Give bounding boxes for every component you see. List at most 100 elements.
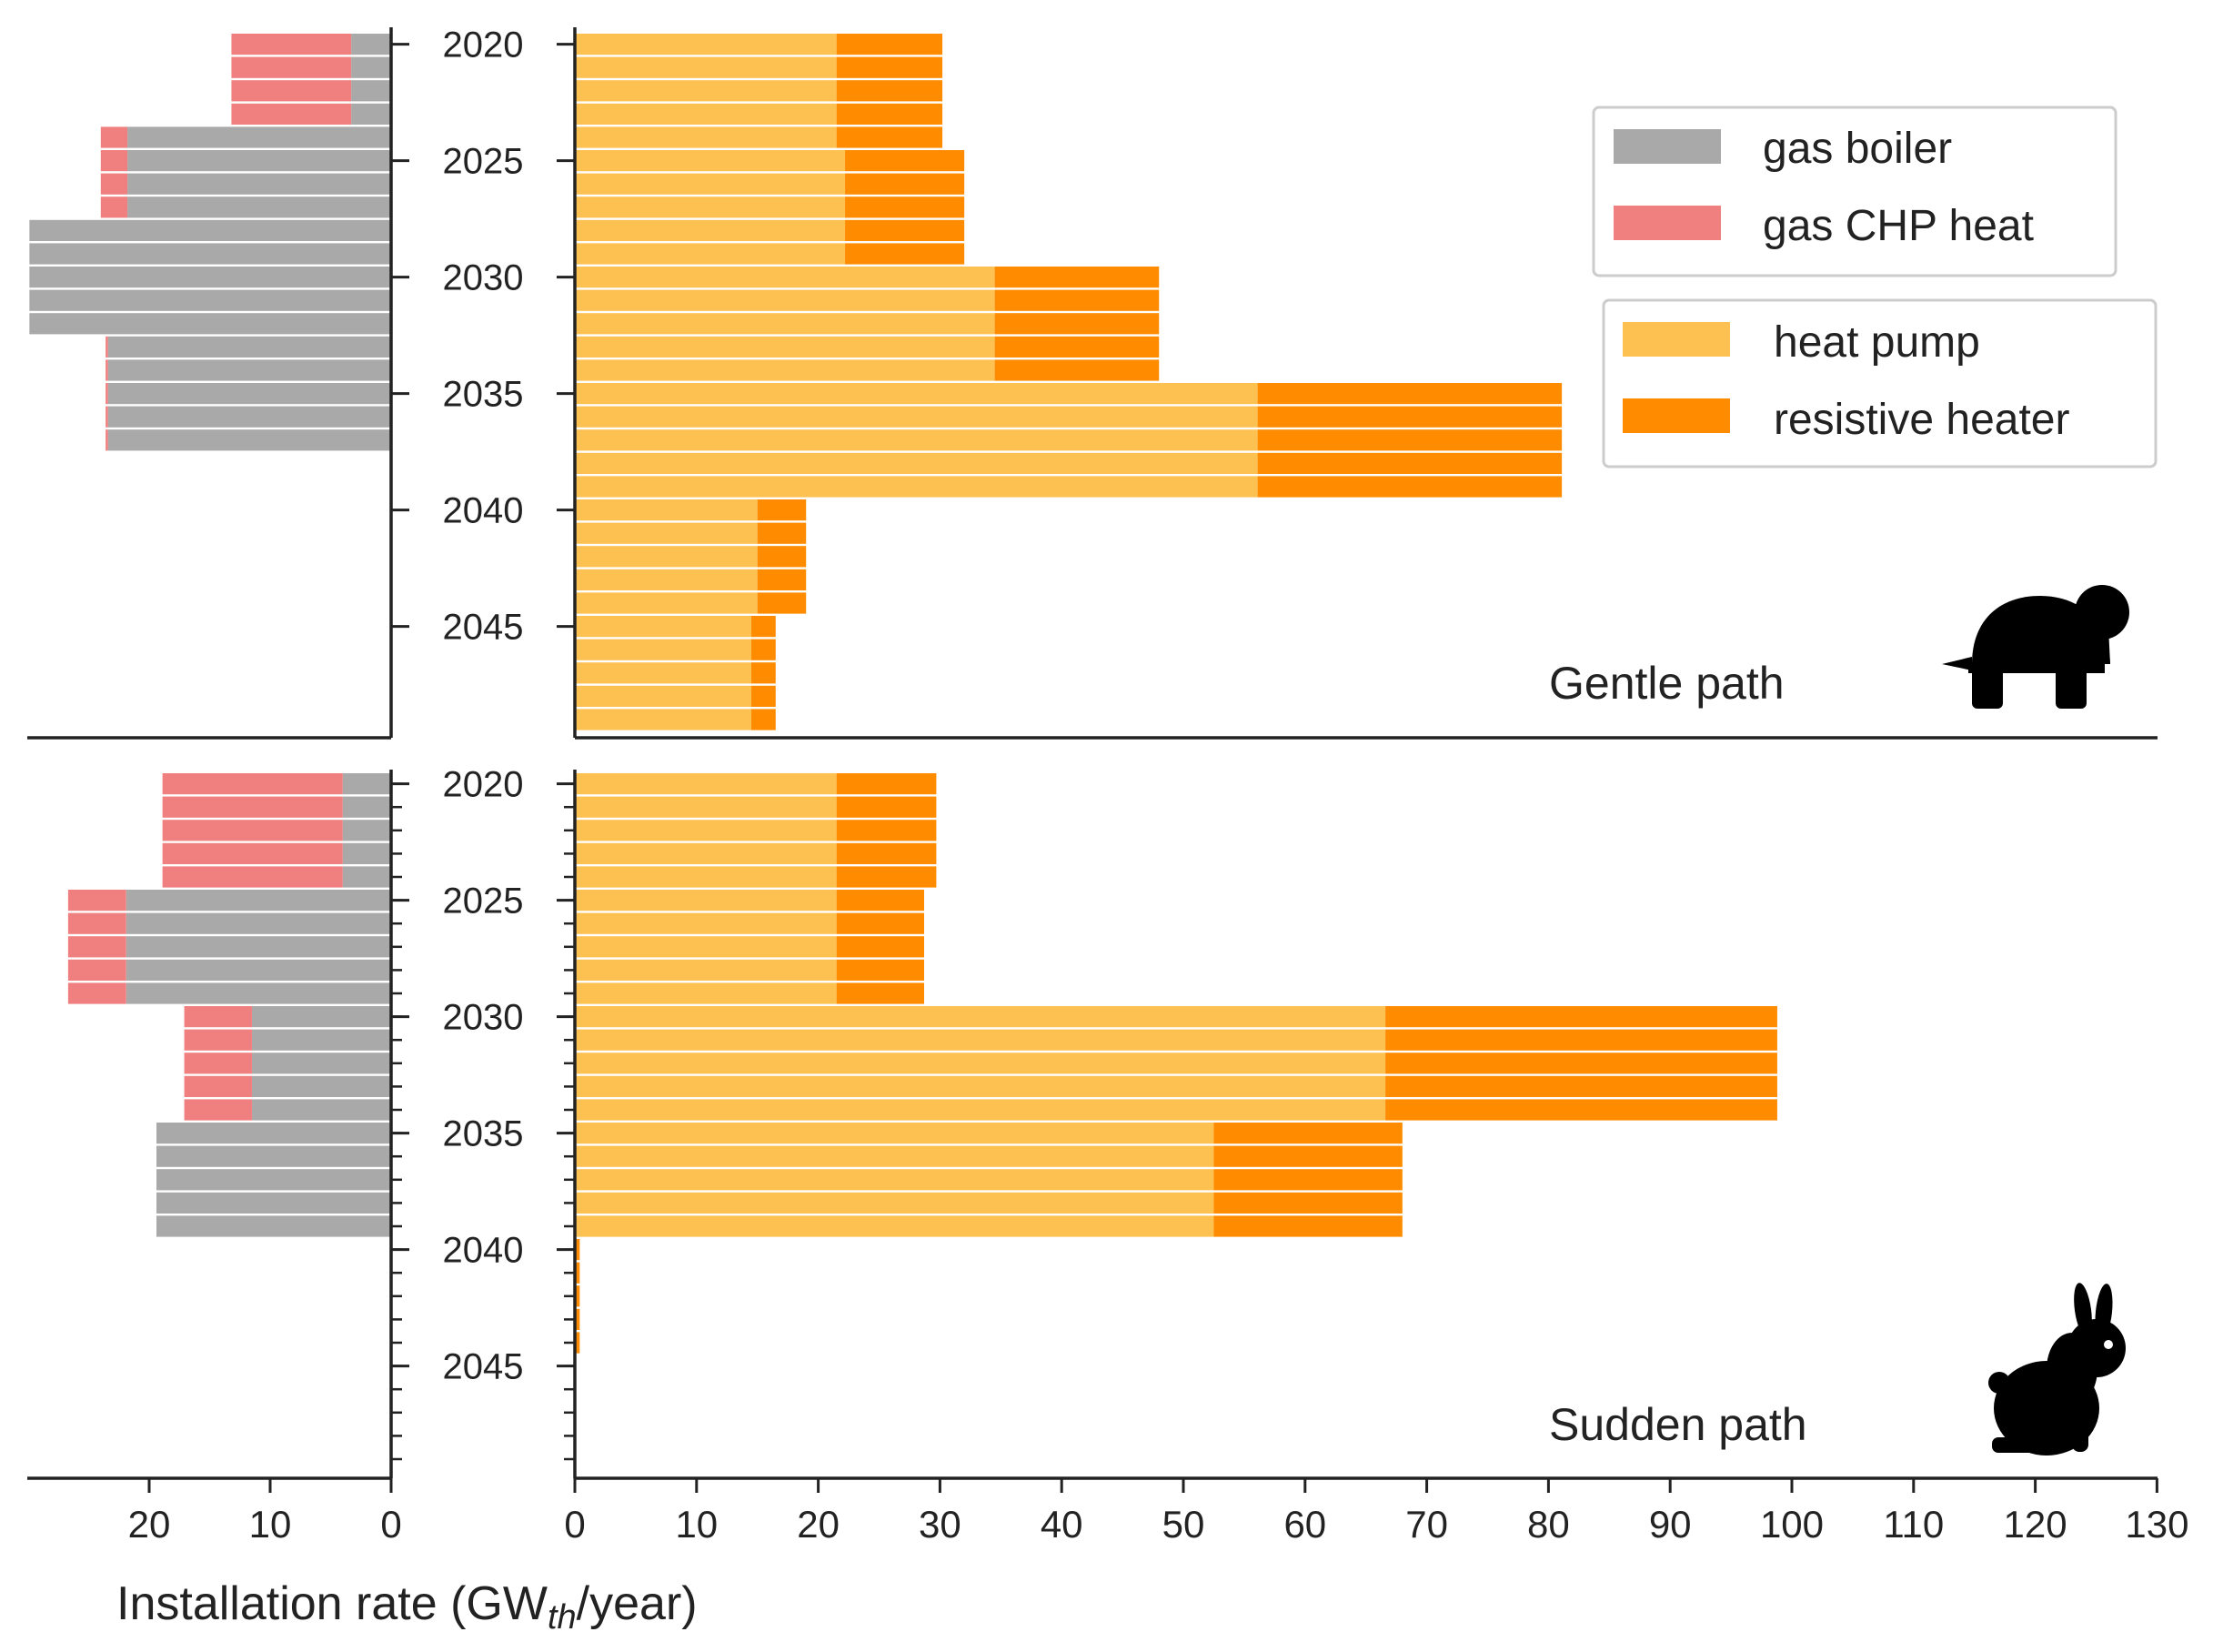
right-x-tick-label: 20 (797, 1503, 840, 1546)
bar-gas-chp-heat-2024 (162, 866, 343, 888)
year-tick-label: 2030 (443, 998, 524, 1038)
bar-resistive-heater-2037 (1257, 429, 1563, 451)
year-tick-label: 2025 (443, 881, 524, 922)
axes: 2020202520302035204020452020202520302035… (27, 25, 2188, 1546)
bar-heat-pump-2026 (575, 912, 837, 934)
bar-resistive-heater-2042 (757, 546, 807, 568)
legend-swatch-resistive-heater (1623, 398, 1730, 433)
bar-gas-boiler-2025 (127, 150, 391, 172)
bar-heat-pump-2027 (575, 936, 837, 958)
right-x-tick-label: 50 (1162, 1503, 1205, 1546)
bar-heat-pump-2023 (575, 842, 837, 864)
bar-heat-pump-2043 (575, 569, 758, 590)
bar-resistive-heater-2035 (1213, 1123, 1403, 1144)
legend-label-gas-boiler: gas boiler (1763, 125, 1952, 173)
bar-resistive-heater-2023 (836, 103, 943, 125)
bar-resistive-heater-2039 (1213, 1215, 1403, 1237)
year-tick-label: 2030 (443, 258, 524, 298)
bar-gas-chp-heat-2020 (162, 773, 343, 795)
bar-gas-chp-heat-2020 (231, 34, 352, 55)
bar-resistive-heater-2034 (994, 359, 1160, 381)
bar-gas-boiler-2025 (126, 890, 392, 912)
bar-resistive-heater-2044 (575, 1332, 580, 1354)
bar-gas-chp-heat-2023 (162, 842, 343, 864)
bar-gas-chp-heat-2034 (184, 1099, 253, 1121)
bar-heat-pump-2022 (575, 80, 837, 102)
bar-gas-boiler-2034 (252, 1099, 391, 1121)
bar-heat-pump-2042 (575, 546, 758, 568)
legend-swatch-gas-boiler (1614, 129, 1721, 164)
bar-gas-chp-heat-2031 (184, 1029, 253, 1051)
year-tick-label: 2035 (443, 375, 524, 415)
bar-gas-boiler-2036 (107, 406, 391, 428)
bar-resistive-heater-2046 (751, 639, 776, 660)
bar-resistive-heater-2034 (1385, 1099, 1777, 1121)
legend-swatch-heat-pump (1623, 322, 1730, 357)
bar-resistive-heater-2021 (836, 796, 937, 818)
right-x-tick-label: 10 (675, 1503, 718, 1546)
bar-heat-pump-2035 (575, 383, 1258, 405)
year-tick-label: 2045 (443, 1347, 524, 1387)
bar-resistive-heater-2049 (751, 709, 776, 730)
bar-resistive-heater-2029 (845, 243, 965, 265)
bar-gas-boiler-2029 (29, 243, 392, 265)
bar-gas-boiler-2037 (107, 429, 391, 451)
bar-gas-boiler-2027 (127, 196, 391, 218)
gentle-path-label: Gentle path (1549, 658, 1785, 709)
legend-swatch-gas-chp-heat (1614, 206, 1721, 240)
bar-gas-boiler-2020 (342, 773, 391, 795)
bar-heat-pump-2040 (575, 499, 758, 521)
bar-gas-boiler-2035 (107, 383, 391, 405)
bar-heat-pump-2022 (575, 820, 837, 841)
bar-heat-pump-2034 (575, 1099, 1386, 1121)
bar-heat-pump-2045 (575, 616, 752, 638)
bar-gas-boiler-2032 (252, 1053, 391, 1074)
bar-gas-chp-heat-2035 (106, 383, 108, 405)
bar-resistive-heater-2026 (836, 912, 925, 934)
bar-gas-boiler-2021 (342, 796, 391, 818)
right-x-tick-label: 70 (1405, 1503, 1448, 1546)
bar-gas-boiler-2039 (156, 1215, 392, 1237)
left-x-tick-label: 20 (128, 1503, 171, 1546)
legend-label-resistive-heater: resistive heater (1774, 396, 2069, 444)
right-x-tick-label: 80 (1527, 1503, 1570, 1546)
bar-gas-chp-heat-2029 (67, 982, 126, 1004)
gentle-path-panel (29, 34, 1563, 730)
bar-resistive-heater-2041 (575, 1262, 580, 1284)
right-x-tick-label: 60 (1283, 1503, 1326, 1546)
bar-gas-boiler-2030 (252, 1006, 391, 1028)
bar-heat-pump-2021 (575, 56, 837, 78)
legend-electric: heat pump resistive heater (1602, 298, 2158, 468)
bar-heat-pump-2041 (575, 522, 758, 544)
bar-heat-pump-2035 (575, 1123, 1214, 1144)
bar-gas-boiler-2028 (29, 219, 392, 241)
bar-heat-pump-2024 (575, 126, 837, 148)
bar-resistive-heater-2038 (1257, 452, 1563, 474)
bar-heat-pump-2028 (575, 219, 846, 241)
bar-gas-boiler-2033 (107, 336, 391, 358)
x-axis-label: Installation rate (GWth/year) (116, 1577, 698, 1637)
bar-heat-pump-2020 (575, 34, 837, 55)
bar-resistive-heater-2036 (1257, 406, 1563, 428)
bar-heat-pump-2030 (575, 1006, 1386, 1028)
legend-electric-frame (1602, 298, 2158, 468)
bar-heat-pump-2026 (575, 173, 846, 195)
bar-heat-pump-2020 (575, 773, 837, 795)
bar-resistive-heater-2027 (845, 196, 965, 218)
bar-gas-boiler-2032 (29, 313, 392, 335)
bar-gas-chp-heat-2021 (231, 56, 352, 78)
bar-heat-pump-2049 (575, 709, 752, 730)
bar-resistive-heater-2040 (575, 1239, 580, 1261)
bar-gas-boiler-2024 (127, 126, 391, 148)
right-x-tick-label: 120 (2004, 1503, 2067, 1546)
bar-gas-boiler-2038 (156, 1192, 392, 1214)
bar-gas-boiler-2034 (107, 359, 391, 381)
bar-heat-pump-2036 (575, 406, 1258, 428)
bar-heat-pump-2024 (575, 866, 837, 888)
bar-gas-chp-heat-2032 (184, 1053, 253, 1074)
left-x-tick-label: 0 (380, 1503, 401, 1546)
bar-heat-pump-2025 (575, 890, 837, 912)
left-x-tick-label: 10 (249, 1503, 292, 1546)
bar-resistive-heater-2043 (575, 1308, 580, 1330)
